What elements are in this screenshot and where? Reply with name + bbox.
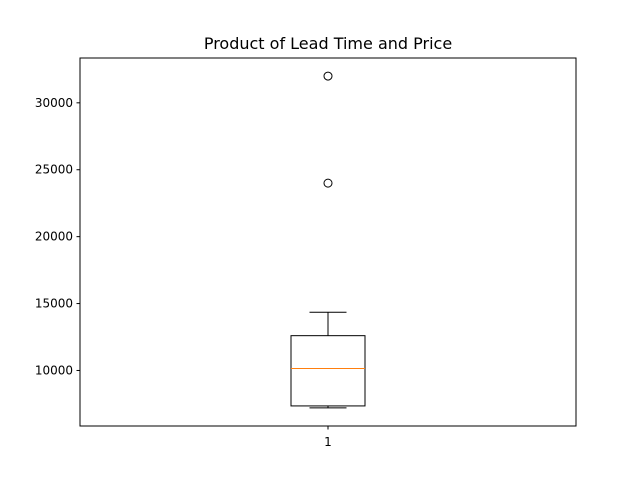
x-tick-label: 1 (324, 435, 332, 449)
x-axis: 1 (324, 426, 332, 449)
y-tick-label: 25000 (35, 163, 73, 177)
y-tick-label: 30000 (35, 96, 73, 110)
y-tick-label: 20000 (35, 230, 73, 244)
box-1 (290, 71, 366, 409)
plot-area (79, 57, 577, 427)
box-series (290, 71, 366, 409)
chart-title: Product of Lead Time and Price (204, 34, 452, 53)
y-tick-label: 15000 (35, 297, 73, 311)
y-tick-label: 10000 (35, 363, 73, 377)
plot-frame (79, 57, 577, 427)
y-axis: 10000 15000 20000 25000 30000 (35, 96, 80, 377)
outlier-point (323, 178, 333, 188)
iqr-box (290, 335, 366, 407)
outlier-point (323, 71, 333, 81)
